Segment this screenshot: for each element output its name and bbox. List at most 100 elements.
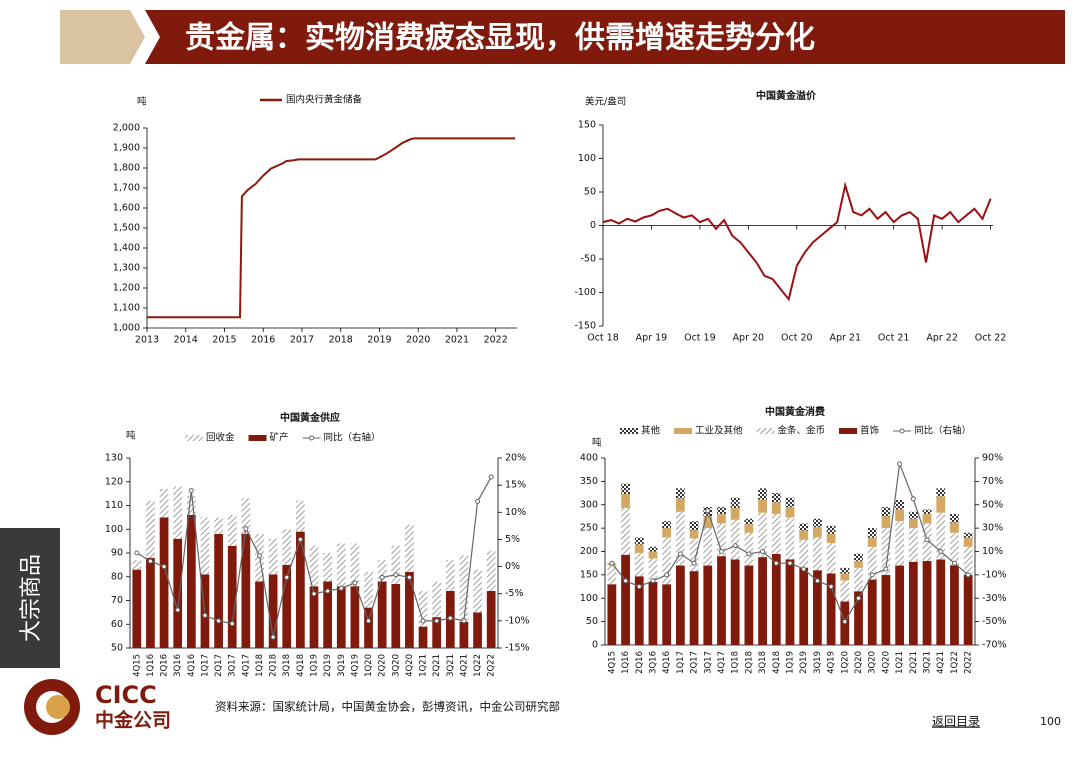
line-marker — [924, 537, 930, 543]
x-tick-label: 1Q17 — [200, 654, 210, 677]
y-tick-label: 50 — [111, 643, 123, 654]
bar-segment — [241, 534, 251, 648]
bar-segment — [785, 507, 795, 518]
x-tick-label: 3Q17 — [228, 654, 238, 677]
y-tick-label: -100 — [574, 287, 596, 298]
y-tick-label: 0 — [592, 640, 598, 651]
bar-segment — [200, 517, 210, 575]
y-tick-label: 100 — [105, 524, 123, 535]
legend-label: 同比（右轴） — [324, 432, 381, 444]
x-tick-label: Apr 22 — [926, 333, 958, 344]
line-marker — [325, 588, 331, 594]
x-tick-label: 1Q20 — [364, 654, 374, 677]
bar-segment — [730, 519, 740, 560]
bar-segment — [662, 521, 672, 529]
bar-segment — [922, 509, 932, 515]
legend-swatch — [839, 428, 858, 434]
line-marker — [434, 618, 440, 624]
y-tick-label: 1,900 — [113, 143, 140, 154]
bar-segment — [159, 488, 169, 518]
header-accent — [60, 10, 145, 64]
bar-segment — [813, 527, 822, 538]
bar-segment — [418, 591, 428, 627]
bar-segment — [799, 530, 809, 540]
x-tick-label: Apr 19 — [636, 333, 668, 344]
y-tick-label: 150 — [580, 569, 598, 580]
bar-segment — [908, 511, 918, 519]
x-tick-label: 2022 — [484, 335, 508, 346]
bar-segment — [377, 560, 387, 582]
x-tick-label: 2016 — [251, 335, 275, 346]
line-marker — [746, 551, 752, 557]
x-tick-label: Apr 21 — [829, 333, 861, 344]
bar-segment — [132, 569, 142, 648]
bar-segment — [963, 532, 973, 538]
bar-segment — [744, 565, 754, 645]
x-tick-label: 2017 — [290, 335, 314, 346]
bar-segment — [717, 556, 726, 645]
bar-segment — [730, 497, 740, 509]
bar-segment — [173, 538, 183, 648]
bar-segment — [459, 555, 469, 622]
side-label: 大宗商品 — [19, 554, 44, 642]
y-tick-label: 300 — [580, 499, 598, 510]
bar-segment — [936, 512, 946, 560]
y-tick-label: -10% — [505, 615, 530, 626]
bar-segment — [621, 493, 630, 509]
y-unit: 美元/盎司 — [585, 96, 626, 108]
bar-segment — [744, 524, 754, 533]
x-tick-label: Oct 20 — [781, 333, 813, 344]
legend-label: 金条、金币 — [778, 425, 826, 437]
x-tick-label: 4Q21 — [459, 654, 469, 677]
bar-segment — [908, 518, 918, 529]
bar-segment — [867, 546, 877, 580]
y-tick-label: -150 — [574, 321, 596, 332]
x-tick-label: 1Q18 — [731, 651, 741, 674]
line-marker — [366, 618, 372, 624]
bar-segment — [881, 516, 891, 529]
y-tick-label: 50 — [584, 187, 596, 198]
bar-segment — [854, 560, 863, 568]
bar-segment — [309, 545, 319, 587]
y-tick-label: 50 — [586, 616, 598, 627]
line-marker — [229, 621, 235, 627]
y-tick-label: 130 — [105, 453, 123, 464]
bar-segment — [296, 500, 305, 532]
y-tick-label: 10% — [982, 546, 1003, 557]
bar-segment — [936, 559, 946, 645]
line-marker — [216, 618, 222, 624]
line-marker — [352, 580, 358, 586]
bar-segment — [132, 560, 142, 570]
back-link[interactable]: 返回目录 — [932, 715, 980, 729]
x-tick-label: 2Q22 — [487, 654, 497, 677]
legend-label: 国内央行黄金储备 — [286, 94, 363, 106]
y-tick-label: 350 — [580, 476, 598, 487]
line-marker — [677, 551, 683, 557]
bar-segment — [799, 523, 809, 531]
bar-segment — [922, 514, 932, 524]
line-marker — [951, 560, 957, 566]
y-tick-label: 1,500 — [113, 223, 140, 234]
x-tick-label: 2018 — [329, 335, 353, 346]
bar-segment — [840, 580, 850, 602]
x-tick-label: Oct 18 — [587, 333, 619, 344]
y-tick-label: -15% — [505, 643, 530, 654]
y-tick-label: 100 — [580, 593, 598, 604]
y-tick-label: 60 — [111, 619, 123, 630]
bar-segment — [634, 576, 644, 645]
bar-segment — [785, 517, 795, 560]
header-band — [145, 10, 1065, 64]
bar-segment — [634, 552, 644, 577]
x-tick-label: 3Q21 — [446, 654, 456, 677]
bar-segment — [758, 557, 767, 645]
legend-swatch — [674, 428, 693, 434]
line-marker — [488, 474, 494, 480]
bar-segment — [364, 607, 373, 648]
x-tick-label: 4Q21 — [936, 651, 946, 674]
x-tick-label: 2Q19 — [799, 651, 809, 674]
x-tick-label: 2Q17 — [690, 651, 700, 674]
x-tick-label: 2Q20 — [854, 651, 864, 674]
bar-segment — [473, 612, 482, 648]
bar-segment — [936, 496, 946, 513]
bar-segment — [895, 565, 905, 645]
